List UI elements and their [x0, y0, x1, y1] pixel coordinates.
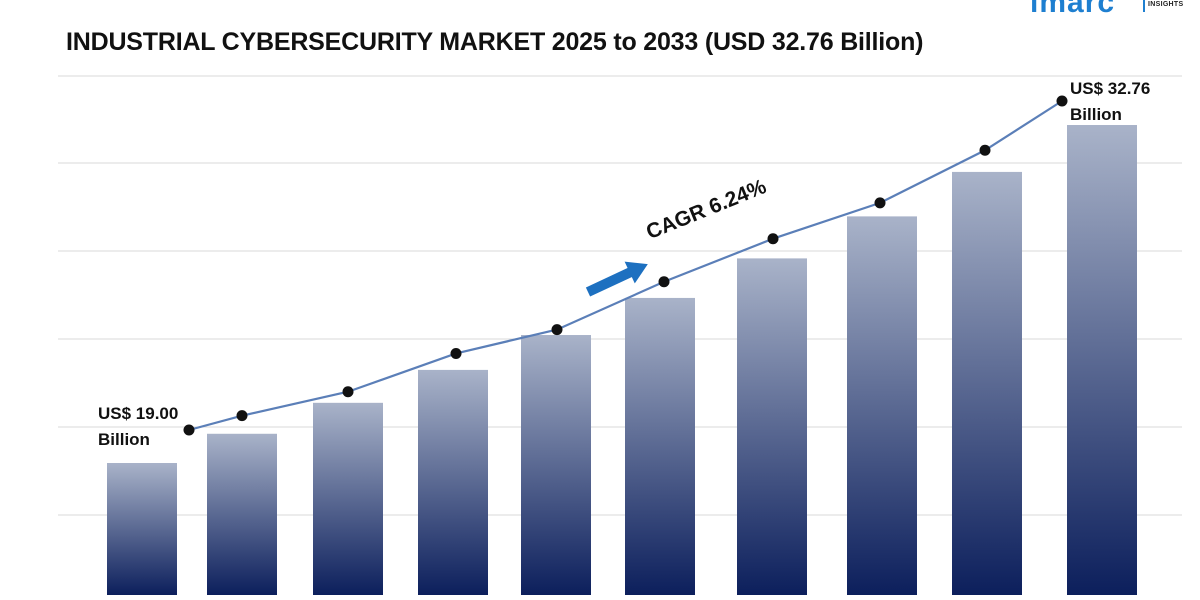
- bar-7: [737, 258, 807, 595]
- logo-subtitle: INSIGHTS: [1148, 1, 1184, 8]
- cagr-arrow: [585, 261, 648, 297]
- start-value-label: US$ 19.00 Billion: [98, 401, 178, 453]
- bar-5: [521, 335, 591, 595]
- cagr-arrow-shaft: [585, 267, 634, 297]
- trend-point-5: [551, 324, 563, 336]
- brand-logo: imarc INSIGHTS: [1030, 0, 1200, 16]
- trend-point-4: [450, 347, 462, 359]
- start-value-unit: Billion: [98, 430, 150, 449]
- end-value-amount: US$ 32.76: [1070, 79, 1151, 98]
- trend-point-8: [874, 197, 886, 209]
- trend-point-6: [658, 276, 670, 288]
- end-value-label: US$ 32.76 Billion: [1070, 76, 1150, 128]
- bars: [107, 125, 1137, 595]
- bar-4: [418, 369, 488, 595]
- end-value-unit: Billion: [1070, 105, 1122, 124]
- bar-2: [207, 433, 277, 595]
- trend-line: [183, 95, 1068, 436]
- bar-1: [107, 463, 177, 595]
- bar-8: [847, 216, 917, 595]
- trend-line-path: [188, 100, 1063, 432]
- trend-point-9: [979, 144, 991, 156]
- bar-6: [625, 297, 695, 595]
- trend-point-7: [767, 233, 779, 245]
- bar-9: [952, 171, 1022, 595]
- trend-point-2: [236, 410, 248, 422]
- trend-point-10: [1056, 95, 1068, 107]
- cagr-arrow-head: [624, 261, 648, 284]
- trend-point-1: [183, 424, 195, 436]
- start-value-amount: US$ 19.00: [98, 404, 179, 423]
- bar-3: [313, 402, 383, 595]
- cagr-arrow-icon: [585, 261, 648, 297]
- logo-wordmark: imarc: [1030, 0, 1115, 16]
- page-title: INDUSTRIAL CYBERSECURITY MARKET 2025 to …: [66, 28, 924, 56]
- trend-point-3: [342, 386, 354, 398]
- bar-10: [1067, 125, 1137, 595]
- logo-divider: [1143, 0, 1145, 12]
